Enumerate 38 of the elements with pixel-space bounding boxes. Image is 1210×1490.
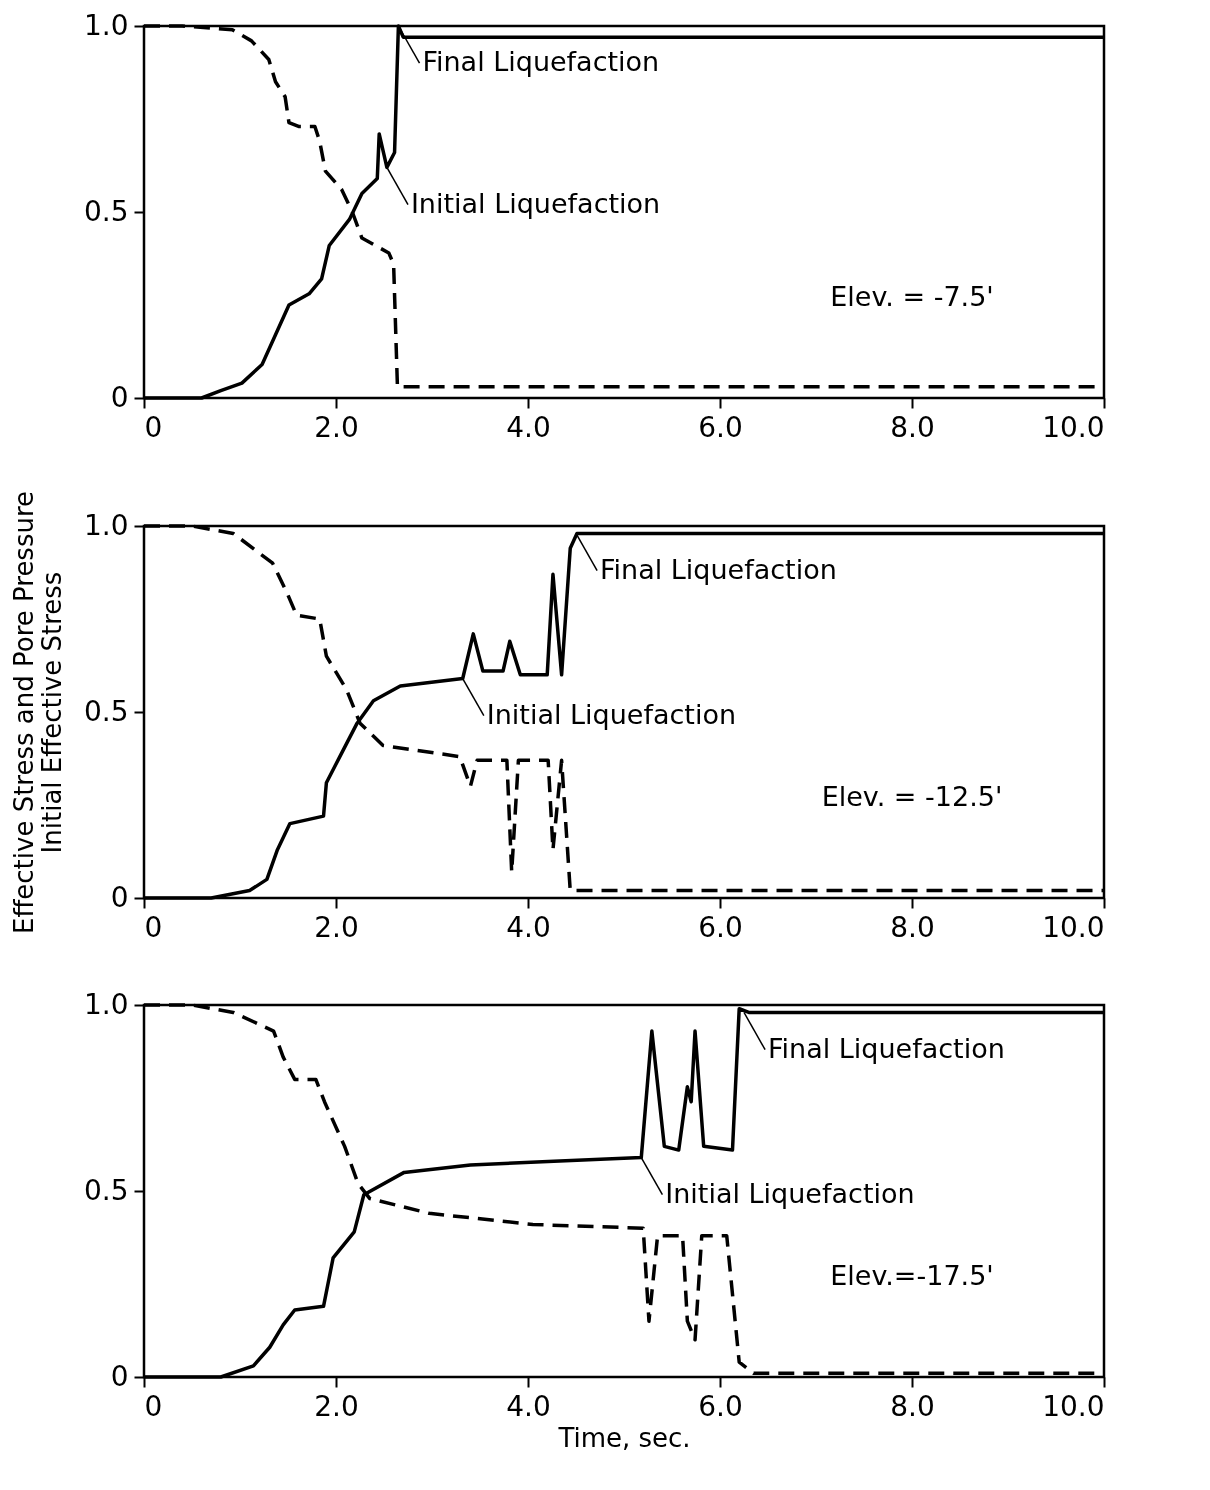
x-tick-label: 10.0 (1042, 1389, 1105, 1423)
annotation: Initial Liquefaction (665, 1177, 915, 1209)
y-axis-title: Effective Stress and Pore Pressure Initial Effective Stress (8, 490, 67, 935)
x-tick-label: 6.0 (698, 1389, 743, 1423)
y-tick-label: 0 (110, 1359, 129, 1393)
y-tick-label: 0.5 (83, 694, 129, 728)
x-tick-label: 4.0 (506, 1389, 551, 1423)
x-tick-label: 10.0 (1042, 410, 1105, 444)
x-tick-label: 6.0 (698, 410, 743, 444)
x-tick-label: 0 (144, 410, 163, 444)
y-tick-label: 0 (110, 880, 129, 914)
x-tick-label: 4.0 (506, 910, 551, 944)
x-tick-label: 2.0 (314, 1389, 359, 1423)
annotation: Final Liquefaction (600, 553, 837, 585)
annotation: Final Liquefaction (422, 46, 660, 78)
annotation: Initial Liquefaction (486, 698, 737, 730)
annotation: Final Liquefaction (768, 1032, 1005, 1064)
x-tick-label: 8.0 (890, 1389, 935, 1423)
annotation: Initial Liquefaction (410, 187, 661, 219)
y-tick-label: 0 (110, 380, 129, 414)
x-tick-label: 8.0 (890, 410, 935, 444)
x-axis-title: Time, sec. (557, 1422, 691, 1453)
x-tick-label: 2.0 (314, 410, 359, 444)
annotation: Elev. = -7.5' (830, 280, 994, 312)
x-tick-label: 4.0 (506, 410, 551, 444)
y-tick-label: 0.5 (83, 1173, 129, 1207)
x-tick-label: 0 (144, 1389, 163, 1423)
x-tick-label: 8.0 (890, 910, 935, 944)
x-tick-label: 6.0 (698, 910, 743, 944)
y-tick-label: 0.5 (83, 194, 129, 228)
y-tick-label: 1.0 (83, 8, 129, 42)
annotation: Elev. = -12.5' (821, 780, 1003, 812)
y-tick-label: 1.0 (83, 987, 129, 1021)
x-tick-label: 0 (144, 910, 163, 944)
y-tick-label: 1.0 (83, 508, 129, 542)
x-tick-label: 10.0 (1042, 910, 1105, 944)
x-tick-label: 2.0 (314, 910, 359, 944)
annotation: Elev.=-17.5' (830, 1259, 994, 1291)
